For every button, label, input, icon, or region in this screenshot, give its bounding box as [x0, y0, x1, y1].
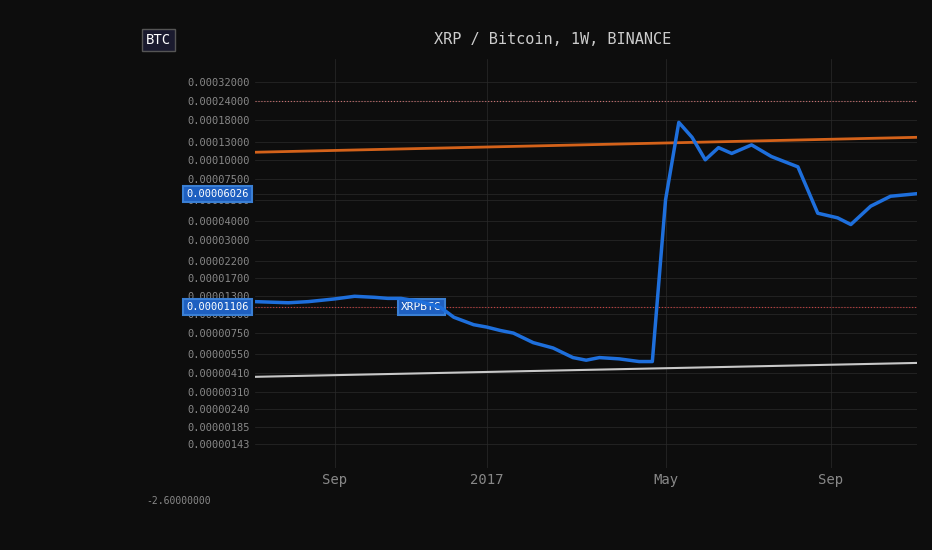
Text: 0.00001106: 0.00001106 [185, 302, 249, 312]
Text: XRP / Bitcoin, 1W, BINANCE: XRP / Bitcoin, 1W, BINANCE [434, 32, 671, 47]
Text: 0.00006026: 0.00006026 [185, 189, 249, 199]
Text: BTC: BTC [146, 33, 171, 47]
Text: XRPBTC: XRPBTC [401, 302, 442, 312]
Text: -2.60000000: -2.60000000 [146, 497, 211, 507]
